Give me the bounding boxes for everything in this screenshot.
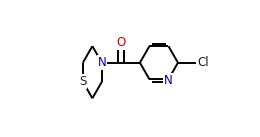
Text: N: N: [98, 56, 106, 69]
Text: N: N: [164, 74, 173, 87]
Text: S: S: [79, 75, 87, 88]
Text: Cl: Cl: [197, 56, 209, 69]
Text: O: O: [116, 36, 126, 49]
